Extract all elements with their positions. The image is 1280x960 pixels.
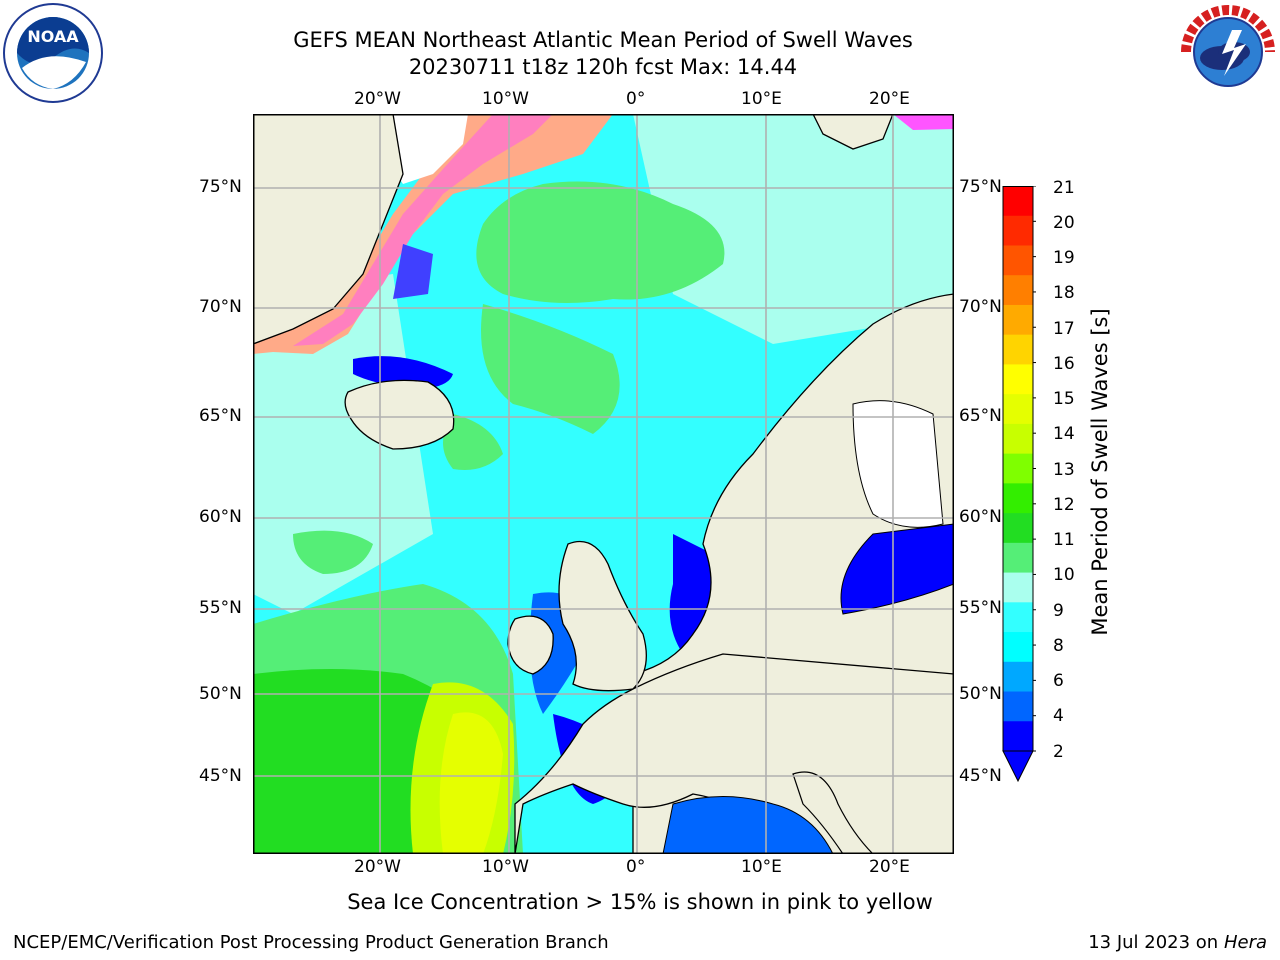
colorbar-segment xyxy=(1003,334,1033,365)
nws-logo-icon xyxy=(1176,0,1280,104)
lat-tick-left-65n: 65°N xyxy=(199,406,242,426)
lat-tick-right-55n: 55°N xyxy=(959,598,1002,618)
footer-date: 13 Jul 2023 on Hera xyxy=(1088,932,1267,953)
cb-tick-15: 15 xyxy=(1053,389,1075,409)
lon-tick-bottom-10e: 10°E xyxy=(741,857,782,877)
lat-tick-right-65n: 65°N xyxy=(959,406,1002,426)
colorbar-segment xyxy=(1003,364,1033,395)
swell-period-map xyxy=(253,114,954,854)
colorbar-segment xyxy=(1003,275,1033,306)
lon-tick-top-20w: 20°W xyxy=(354,89,401,109)
cb-tick-19: 19 xyxy=(1053,248,1075,268)
cb-tick-16: 16 xyxy=(1053,354,1075,374)
colorbar-segment xyxy=(1003,453,1033,484)
cb-tick-10: 10 xyxy=(1053,565,1075,585)
cb-tick-9: 9 xyxy=(1053,601,1064,621)
colorbar-segment xyxy=(1003,661,1033,693)
map-subtitle: 20230711 t18z 120h fcst Max: 14.44 xyxy=(408,55,798,79)
lon-tick-top-0: 0° xyxy=(626,89,646,109)
lon-tick-bottom-10w: 10°W xyxy=(482,857,529,877)
colorbar-segment xyxy=(1003,304,1033,336)
colorbar-segment xyxy=(1003,632,1033,663)
cb-tick-18: 18 xyxy=(1053,283,1075,303)
cb-tick-8: 8 xyxy=(1053,636,1064,656)
lon-tick-top-10e: 10°E xyxy=(741,89,782,109)
footer-date-text: 13 Jul 2023 on xyxy=(1088,932,1224,953)
lon-tick-top-10w: 10°W xyxy=(482,89,529,109)
noaa-logo-icon: NOAA xyxy=(2,2,104,104)
colorbar-segment xyxy=(1003,186,1033,217)
lat-tick-left-60n: 60°N xyxy=(199,507,242,527)
lat-tick-left-55n: 55°N xyxy=(199,598,242,618)
lat-tick-right-50n: 50°N xyxy=(959,684,1002,704)
cb-tick-13: 13 xyxy=(1053,460,1075,480)
sea-ice-note: Sea Ice Concentration > 15% is shown in … xyxy=(347,890,933,914)
lon-tick-bottom-0: 0° xyxy=(626,857,646,877)
lon-tick-top-20e: 20°E xyxy=(869,89,910,109)
lat-tick-right-70n: 70°N xyxy=(959,297,1002,317)
colorbar-segment xyxy=(1003,483,1033,514)
colorbar-segment xyxy=(1003,691,1033,722)
lat-tick-left-50n: 50°N xyxy=(199,684,242,704)
map-title: GEFS MEAN Northeast Atlantic Mean Period… xyxy=(293,28,913,52)
colorbar-segment xyxy=(1003,602,1033,633)
cb-tick-12: 12 xyxy=(1053,495,1075,515)
colorbar-segment xyxy=(1003,572,1033,603)
cb-tick-6: 6 xyxy=(1053,671,1064,691)
svg-text:NOAA: NOAA xyxy=(27,27,79,46)
footer-host: Hera xyxy=(1223,932,1267,953)
lat-tick-left-70n: 70°N xyxy=(199,297,242,317)
colorbar-segment xyxy=(1003,394,1033,425)
cb-tick-20: 20 xyxy=(1053,213,1075,233)
lat-tick-left-75n: 75°N xyxy=(199,177,242,197)
cb-tick-21: 21 xyxy=(1053,178,1075,198)
colorbar-segment xyxy=(1003,245,1033,276)
cb-tick-2: 2 xyxy=(1053,742,1064,762)
colorbar-extend-arrow xyxy=(1002,750,1034,783)
colorbar-segment xyxy=(1003,215,1033,246)
colorbar-label: Mean Period of Swell Waves [s] xyxy=(1088,308,1112,636)
lat-tick-left-45n: 45°N xyxy=(199,766,242,786)
cb-tick-17: 17 xyxy=(1053,319,1075,339)
cb-tick-14: 14 xyxy=(1053,424,1075,444)
lon-tick-bottom-20w: 20°W xyxy=(354,857,401,877)
cb-tick-4: 4 xyxy=(1053,706,1064,726)
lat-tick-right-60n: 60°N xyxy=(959,507,1002,527)
colorbar-segment xyxy=(1003,721,1033,752)
colorbar-ticks: 21 20 19 18 17 16 15 14 13 12 11 10 9 8 … xyxy=(1053,178,1093,768)
footer-credit: NCEP/EMC/Verification Post Processing Pr… xyxy=(13,932,609,953)
colorbar xyxy=(1000,186,1036,786)
lon-tick-bottom-20e: 20°E xyxy=(869,857,910,877)
lat-tick-right-75n: 75°N xyxy=(959,177,1002,197)
colorbar-segment xyxy=(1003,423,1033,455)
cb-tick-11: 11 xyxy=(1053,530,1075,550)
lat-tick-right-45n: 45°N xyxy=(959,766,1002,786)
colorbar-segment xyxy=(1003,542,1033,574)
colorbar-segment xyxy=(1003,513,1033,544)
